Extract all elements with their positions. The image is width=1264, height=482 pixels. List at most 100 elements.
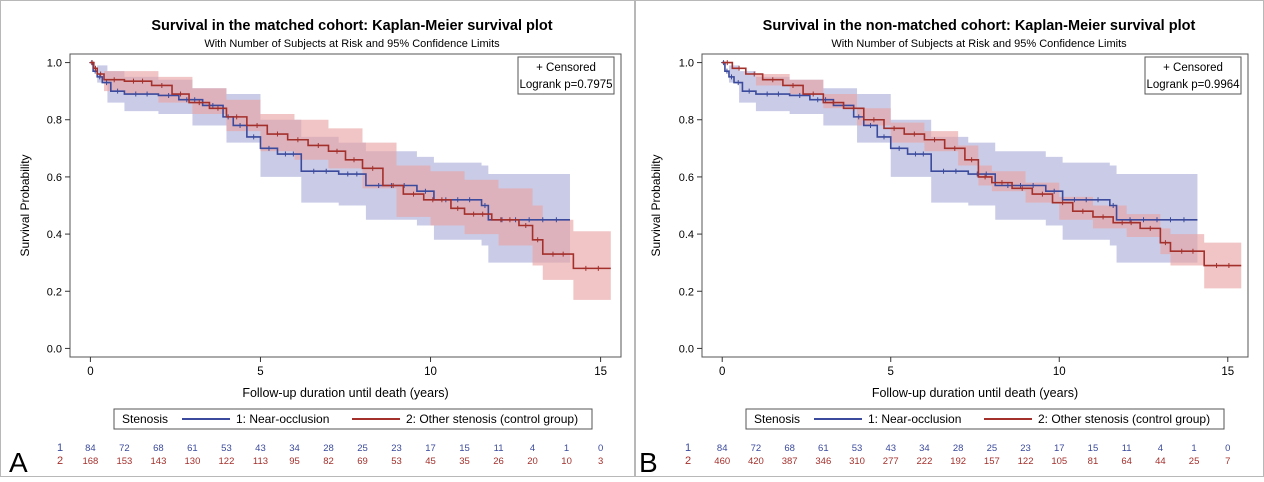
at-risk-group-2: 2 <box>685 455 691 467</box>
censor-mark <box>1005 182 1011 188</box>
censor-mark <box>830 100 836 106</box>
at-risk-near: 23 <box>1020 443 1031 454</box>
censor-mark <box>523 223 529 229</box>
censor-mark <box>746 88 752 94</box>
censor-mark <box>178 91 184 97</box>
at-risk-other: 387 <box>782 456 798 467</box>
at-risk-near: 15 <box>1088 443 1099 454</box>
at-risk-near: 61 <box>187 443 198 454</box>
at-risk-group-2: 2 <box>57 455 63 467</box>
at-risk-group-1: 1 <box>685 442 691 454</box>
censor-mark <box>111 77 117 83</box>
censor-mark <box>334 148 340 154</box>
at-risk-other: 122 <box>1018 456 1034 467</box>
censor-mark <box>896 145 902 151</box>
censor-mark <box>192 97 198 103</box>
confidence-band-2 <box>90 62 611 300</box>
censor-mark <box>1030 182 1036 188</box>
censor-mark <box>1214 263 1220 269</box>
censor-mark <box>467 197 473 203</box>
at-risk-group-1: 1 <box>57 442 63 454</box>
at-risk-near: 34 <box>289 443 300 454</box>
censor-mark <box>751 71 757 77</box>
at-risk-other: 277 <box>883 456 899 467</box>
censor-mark <box>196 100 202 106</box>
at-risk-other: 460 <box>714 456 730 467</box>
censor-mark <box>430 197 436 203</box>
at-risk-other: 82 <box>323 456 334 467</box>
at-risk-near: 34 <box>919 443 930 454</box>
at-risk-near: 25 <box>357 443 368 454</box>
censor-mark <box>724 68 730 74</box>
censor-mark <box>1100 214 1106 220</box>
censor-mark <box>115 88 121 94</box>
at-risk-near: 28 <box>323 443 334 454</box>
panel-b: Survival in the non-matched cohort: Kapl… <box>636 0 1264 478</box>
censor-mark <box>1110 203 1116 208</box>
censor-mark <box>1060 200 1066 206</box>
censor-mark <box>595 265 601 271</box>
censor-marks-1 <box>721 60 1187 223</box>
censor-mark <box>982 174 988 180</box>
at-risk-near: 53 <box>852 443 863 454</box>
at-risk-other: 168 <box>82 456 98 467</box>
censor-mark <box>411 191 417 197</box>
censor-mark <box>133 91 139 97</box>
censor-mark <box>439 197 445 203</box>
censor-mark <box>482 203 488 208</box>
censor-mark <box>724 60 730 66</box>
at-risk-near: 23 <box>391 443 402 454</box>
censor-mark <box>810 91 816 97</box>
censor-mark <box>159 82 165 88</box>
km-plot-b: Survival in the non-matched cohort: Kapl… <box>639 18 1249 478</box>
legend-label-other: 2: Other stenosis (control group) <box>406 412 578 426</box>
at-risk-near: 17 <box>425 443 436 454</box>
censor-mark <box>234 114 240 120</box>
censor-mark <box>315 142 321 148</box>
at-risk-other: 69 <box>357 456 368 467</box>
censor-mark <box>735 80 741 86</box>
censor-mark <box>104 80 110 86</box>
y-tick-label: 0.6 <box>47 172 62 184</box>
censor-mark <box>856 114 862 120</box>
at-risk-other: 143 <box>151 456 167 467</box>
censor-mark <box>507 217 513 223</box>
at-risk-other: 35 <box>459 456 470 467</box>
at-risk-near: 61 <box>818 443 829 454</box>
chart-title: Survival in the non-matched cohort: Kapl… <box>763 18 1196 34</box>
at-risk-near: 84 <box>85 443 96 454</box>
censor-mark <box>390 182 396 188</box>
censor-mark <box>266 145 272 151</box>
censor-mark <box>93 65 99 71</box>
censor-mark <box>1019 185 1025 191</box>
censor-mark <box>1051 188 1057 194</box>
censor-mark <box>891 125 897 131</box>
at-risk-other: 113 <box>253 456 268 467</box>
censor-marks-2 <box>89 60 601 271</box>
censor-mark <box>851 105 857 111</box>
at-risk-near: 25 <box>987 443 998 454</box>
y-axis-label: Survival Probability <box>18 154 32 256</box>
censor-mark <box>237 122 243 128</box>
censor-mark <box>1167 217 1173 223</box>
x-tick-label: 15 <box>594 366 607 378</box>
at-risk-other: 25 <box>1189 456 1200 467</box>
at-risk-other: 130 <box>185 456 201 467</box>
at-risk-near: 84 <box>717 443 728 454</box>
censor-mark <box>471 211 477 217</box>
censor-mark <box>540 217 546 223</box>
censor-mark <box>912 151 918 157</box>
censor-mark <box>775 91 781 97</box>
censor-mark <box>254 122 260 128</box>
censor-mark <box>770 77 776 83</box>
censor-mark <box>1141 217 1147 223</box>
chart-title: Survival in the matched cohort: Kaplan-M… <box>151 18 552 34</box>
censor-mark <box>1147 225 1153 231</box>
at-risk-near: 1 <box>564 443 569 454</box>
censor-mark <box>210 102 216 108</box>
censor-mark <box>736 65 742 71</box>
x-tick-label: 10 <box>1053 366 1066 378</box>
censor-mark <box>871 117 877 123</box>
at-risk-other: 20 <box>527 456 538 467</box>
censor-mark <box>952 145 958 151</box>
